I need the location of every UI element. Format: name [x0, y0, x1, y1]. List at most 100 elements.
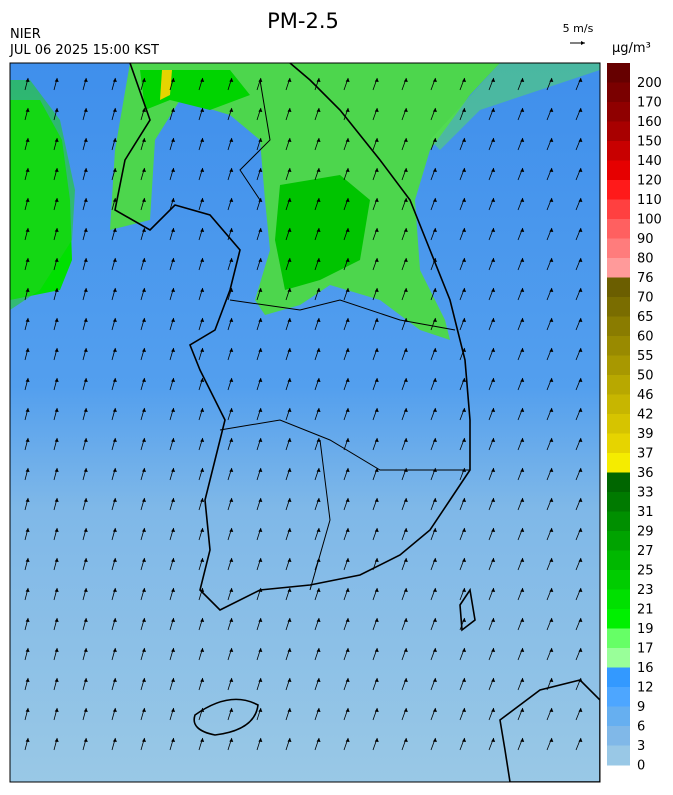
wind-arrowhead — [54, 738, 59, 742]
wind-arrowhead — [83, 288, 88, 292]
wind-arrowhead — [171, 708, 176, 712]
wind-arrowhead — [25, 438, 30, 442]
wind-arrowhead — [171, 648, 176, 652]
wind-arrowhead — [491, 498, 496, 502]
legend-label: 80 — [637, 252, 654, 267]
wind-arrowhead — [54, 288, 59, 292]
wind-arrowhead — [403, 648, 408, 652]
wind-arrowhead — [229, 318, 234, 322]
wind-arrowhead — [141, 678, 146, 682]
wind-arrowhead — [112, 408, 117, 412]
wind-arrowhead — [578, 108, 583, 112]
wind-arrowhead — [432, 228, 437, 232]
wind-arrowhead — [491, 348, 496, 352]
wind-arrowhead — [549, 408, 554, 412]
wind-arrowhead — [374, 558, 379, 562]
wind-arrowhead — [432, 738, 437, 742]
wind-arrowhead — [83, 198, 88, 202]
wind-arrowhead — [54, 678, 59, 682]
wind-arrowhead — [345, 528, 350, 532]
wind-arrowhead — [25, 678, 30, 682]
wind-arrowhead — [403, 408, 408, 412]
wind-arrowhead — [345, 738, 350, 742]
legend-label: 170 — [637, 96, 662, 111]
wind-arrowhead — [112, 78, 117, 82]
wind-arrowhead — [83, 258, 88, 262]
wind-arrowhead — [141, 318, 146, 322]
wind-arrowhead — [54, 348, 59, 352]
wind-arrowhead — [141, 498, 146, 502]
wind-arrowhead — [549, 228, 554, 232]
wind-arrowhead — [200, 528, 205, 532]
wind-arrowhead — [403, 738, 408, 742]
wind-arrowhead — [403, 348, 408, 352]
legend-label: 160 — [637, 115, 662, 130]
wind-arrowhead — [345, 108, 350, 112]
wind-arrowhead — [491, 738, 496, 742]
wind-arrowhead — [54, 438, 59, 442]
wind-arrowhead — [171, 618, 176, 622]
wind-arrowhead — [403, 258, 408, 262]
legend-swatch — [607, 258, 630, 278]
wind-arrowhead — [287, 138, 292, 142]
wind-arrowhead — [374, 348, 379, 352]
wind-arrowhead — [229, 648, 234, 652]
legend-swatch — [607, 63, 630, 83]
wind-arrowhead — [54, 408, 59, 412]
wind-arrowhead — [549, 498, 554, 502]
wind-arrowhead — [316, 558, 321, 562]
wind-arrowhead — [520, 498, 525, 502]
legend-swatch — [607, 589, 630, 610]
wind-arrowhead — [462, 468, 467, 472]
wind-arrowhead — [229, 588, 234, 592]
wind-arrowhead — [345, 228, 350, 232]
wind-arrowhead — [258, 198, 263, 202]
wind-arrowhead — [491, 648, 496, 652]
wind-arrowhead — [141, 378, 146, 382]
wind-arrowhead — [578, 468, 583, 472]
wind-arrowhead — [258, 288, 263, 292]
wind-arrowhead — [229, 108, 234, 112]
legend-swatch — [607, 121, 630, 142]
wind-arrowhead — [112, 528, 117, 532]
wind-arrowhead — [432, 318, 437, 322]
wind-arrowhead — [316, 528, 321, 532]
wind-arrowhead — [462, 558, 467, 562]
wind-arrowhead — [258, 378, 263, 382]
wind-arrowhead — [549, 468, 554, 472]
wind-arrowhead — [287, 228, 292, 232]
wind-arrowhead — [578, 618, 583, 622]
wind-arrowhead — [578, 738, 583, 742]
wind-arrowhead — [141, 738, 146, 742]
wind-arrowhead — [25, 708, 30, 712]
wind-arrowhead — [432, 288, 437, 292]
wind-arrowhead — [345, 318, 350, 322]
wind-arrowhead — [112, 348, 117, 352]
wind-arrowhead — [171, 348, 176, 352]
wind-arrowhead — [229, 528, 234, 532]
wind-arrowhead — [549, 558, 554, 562]
wind-arrowhead — [316, 408, 321, 412]
wind-arrowhead — [83, 318, 88, 322]
wind-arrowhead — [171, 468, 176, 472]
wind-arrowhead — [462, 78, 467, 82]
legend-swatch — [607, 277, 630, 298]
wind-arrowhead — [229, 378, 234, 382]
wind-arrowhead — [229, 198, 234, 202]
wind-arrowhead — [141, 78, 146, 82]
wind-arrowhead — [171, 318, 176, 322]
wind-arrowhead — [258, 258, 263, 262]
wind-arrowhead — [54, 198, 59, 202]
wind-arrowhead — [171, 288, 176, 292]
wind-arrowhead — [287, 378, 292, 382]
wind-arrowhead — [54, 528, 59, 532]
wind-arrowhead — [520, 408, 525, 412]
wind-arrowhead — [374, 408, 379, 412]
wind-arrowhead — [171, 198, 176, 202]
legend-swatch — [607, 414, 630, 434]
wind-arrowhead — [578, 198, 583, 202]
legend-swatch — [607, 297, 630, 317]
legend-swatch — [607, 238, 630, 259]
wind-arrowhead — [316, 258, 321, 262]
